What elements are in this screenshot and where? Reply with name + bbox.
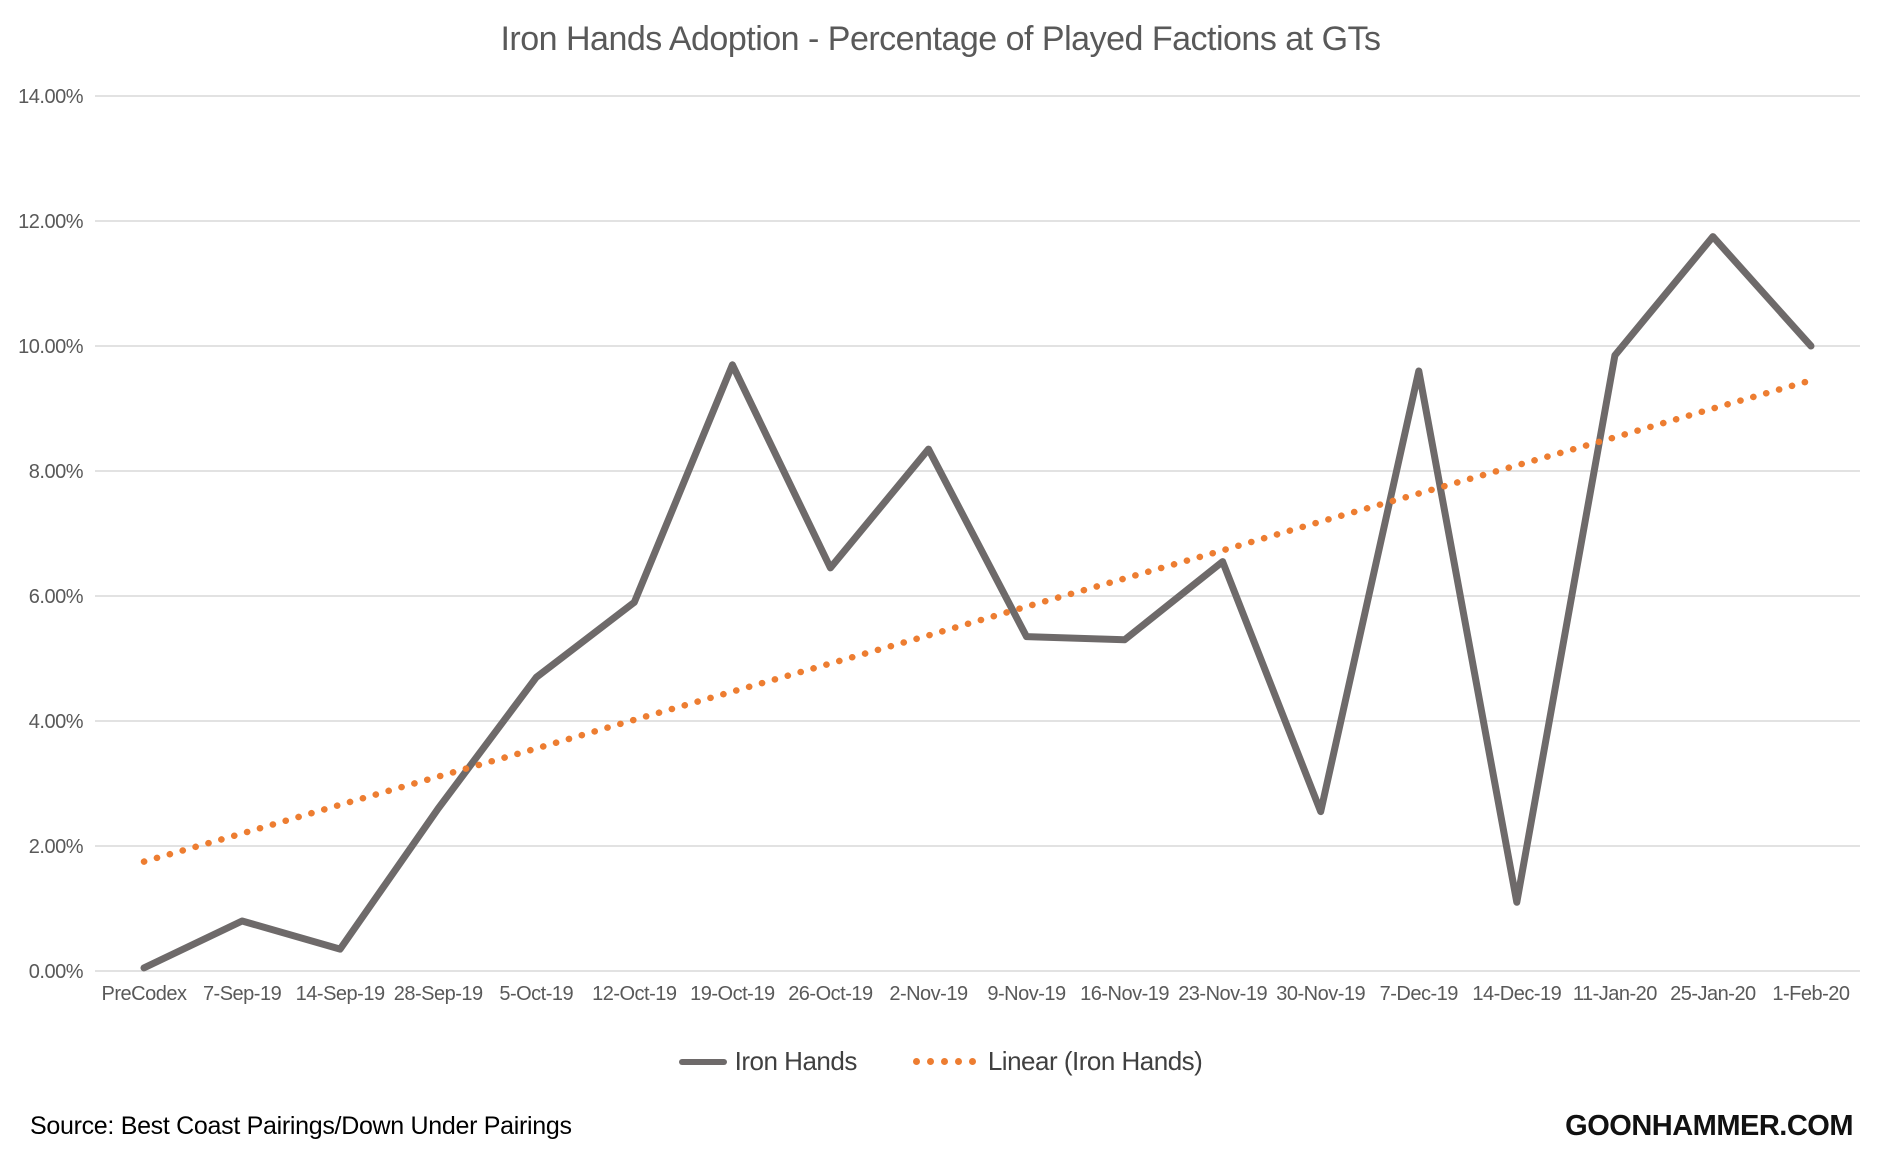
x-tick-label: 9-Nov-19	[987, 983, 1066, 1005]
dotted-line-swatch-icon	[912, 1058, 976, 1065]
x-tick-label: 14-Dec-19	[1472, 983, 1561, 1005]
y-tick-label: 14.00%	[18, 86, 84, 108]
legend: Iron Hands Linear (Iron Hands)	[0, 1046, 1881, 1077]
iron-hands-series	[140, 233, 1815, 972]
x-tick-label: 16-Nov-19	[1080, 983, 1169, 1005]
y-tick-label: 10.00%	[18, 336, 84, 358]
footer: Source: Best Coast Pairings/Down Under P…	[0, 1102, 1881, 1150]
legend-item-iron-hands: Iron Hands	[678, 1046, 858, 1077]
y-tick-label: 0.00%	[29, 961, 84, 983]
brand-text: GOONHAMMER.COM	[1565, 1110, 1853, 1142]
trendline-series	[140, 377, 1815, 865]
y-tick-label: 2.00%	[29, 836, 84, 858]
x-tick-label: 2-Nov-19	[889, 983, 968, 1005]
chart-title: Iron Hands Adoption - Percentage of Play…	[500, 20, 1381, 58]
y-tick-label: 8.00%	[29, 461, 84, 483]
legend-label-iron-hands: Iron Hands	[734, 1046, 858, 1076]
source-text: Source: Best Coast Pairings/Down Under P…	[30, 1112, 572, 1140]
x-tick-label: 26-Oct-19	[788, 983, 873, 1005]
y-tick-label: 4.00%	[29, 711, 84, 733]
x-tick-label: 5-Oct-19	[499, 983, 573, 1005]
x-tick-label: 30-Nov-19	[1276, 983, 1365, 1005]
x-tick-label: 25-Jan-20	[1670, 983, 1756, 1005]
x-tick-label: 28-Sep-19	[394, 983, 483, 1005]
legend-label-linear: Linear (Iron Hands)	[987, 1046, 1203, 1076]
x-tick-label: PreCodex	[102, 983, 187, 1005]
x-tick-label: 14-Sep-19	[296, 983, 385, 1005]
legend-item-linear: Linear (Iron Hands)	[912, 1046, 1203, 1077]
x-tick-label: 1-Feb-20	[1772, 983, 1850, 1005]
x-tick-label: 11-Jan-20	[1573, 983, 1657, 1005]
solid-line-swatch-icon	[678, 1058, 727, 1065]
y-tick-label: 6.00%	[29, 586, 84, 608]
x-tick-label: 23-Nov-19	[1178, 983, 1267, 1005]
x-tick-label: 12-Oct-19	[592, 983, 677, 1005]
x-tick-label: 7-Dec-19	[1380, 983, 1459, 1005]
x-tick-label: 19-Oct-19	[690, 983, 775, 1005]
y-tick-label: 12.00%	[18, 211, 84, 233]
x-tick-label: 7-Sep-19	[203, 983, 282, 1005]
